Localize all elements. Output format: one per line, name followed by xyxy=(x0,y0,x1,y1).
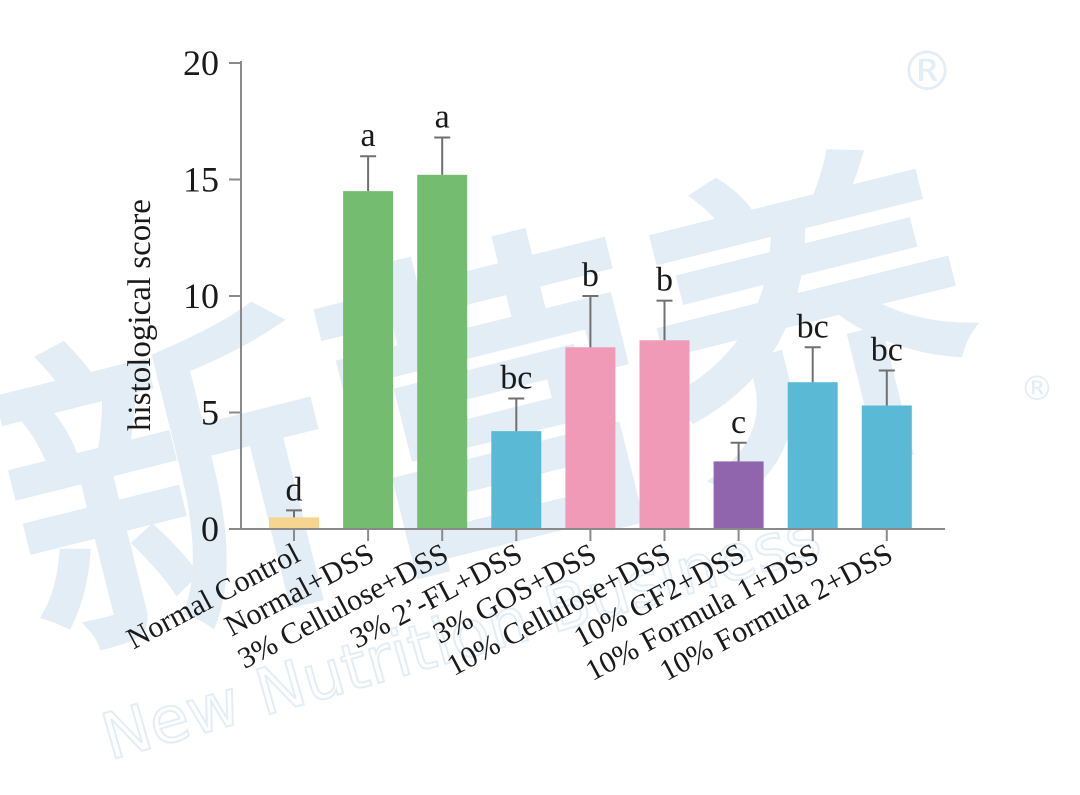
significance-letter: a xyxy=(361,117,376,154)
significance-letter: c xyxy=(731,404,746,441)
significance-letter: bc xyxy=(797,308,829,345)
bar xyxy=(343,191,394,529)
significance-letter: bc xyxy=(500,360,532,397)
bar xyxy=(713,461,764,529)
significance-letter: a xyxy=(435,99,450,136)
significance-letter: d xyxy=(286,471,303,508)
bar-group: bc xyxy=(787,308,838,529)
bar-group: bc xyxy=(491,360,542,529)
y-axis-label: histological score xyxy=(122,199,158,431)
y-axis-ticks: 0 5 10 15 20 xyxy=(183,43,241,549)
significance-letter: b xyxy=(656,262,673,299)
bar-group: d xyxy=(269,471,319,529)
bar-group: b xyxy=(565,257,616,529)
y-tick-label: 10 xyxy=(183,276,219,316)
y-tick-label: 0 xyxy=(201,509,219,549)
bar-group: c xyxy=(713,404,764,529)
significance-letter: bc xyxy=(871,332,903,369)
bar-group: a xyxy=(417,99,468,529)
significance-letter: b xyxy=(582,257,599,294)
bar xyxy=(565,347,616,529)
y-tick-label: 20 xyxy=(183,43,219,83)
watermark-registered-mark-small: ® xyxy=(1020,369,1054,409)
bar-group: b xyxy=(639,262,690,529)
bar xyxy=(491,431,542,529)
bar xyxy=(639,340,690,529)
bar xyxy=(417,174,468,529)
bar xyxy=(269,517,319,529)
bar-group: a xyxy=(343,117,394,529)
bar-group: bc xyxy=(861,332,912,529)
watermark-registered-mark: ® xyxy=(900,40,954,103)
y-tick-label: 15 xyxy=(183,160,219,200)
bar xyxy=(861,405,912,529)
y-tick-label: 5 xyxy=(201,393,219,433)
bar xyxy=(787,382,838,529)
